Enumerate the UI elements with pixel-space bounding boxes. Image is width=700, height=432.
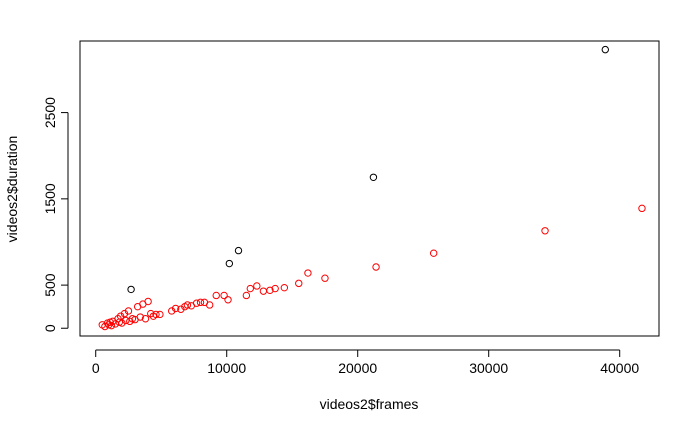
data-point bbox=[212, 291, 220, 300]
data-point bbox=[114, 315, 122, 323]
y-axis: 0 500 1500 2500 bbox=[42, 97, 69, 332]
x-axis-label: videos2$frames bbox=[320, 396, 419, 412]
x-tick-label: 20000 bbox=[338, 360, 377, 376]
data-point bbox=[280, 283, 289, 292]
data-point bbox=[429, 249, 438, 257]
data-point bbox=[152, 310, 160, 319]
data-point bbox=[638, 204, 646, 213]
data-point bbox=[167, 307, 176, 315]
x-tick-label: 40000 bbox=[600, 360, 639, 376]
data-point bbox=[259, 287, 268, 295]
data-point bbox=[171, 304, 180, 313]
plot-frame bbox=[79, 40, 660, 337]
y-tick-label: 1500 bbox=[42, 183, 58, 214]
data-point bbox=[242, 291, 251, 300]
data-point bbox=[192, 299, 201, 307]
data-point bbox=[136, 313, 144, 321]
data-point bbox=[144, 297, 152, 306]
x-tick-label: 0 bbox=[92, 360, 100, 376]
data-point bbox=[107, 321, 116, 330]
x-tick-label: 10000 bbox=[207, 360, 246, 376]
y-axis-label: videos2$duration bbox=[4, 136, 20, 243]
data-point bbox=[122, 316, 130, 325]
data-point bbox=[295, 279, 303, 288]
data-point bbox=[120, 309, 129, 318]
x-tick-label: 30000 bbox=[469, 360, 508, 376]
data-point bbox=[541, 227, 549, 235]
data-point bbox=[601, 45, 609, 54]
data-point bbox=[246, 284, 254, 293]
data-point bbox=[116, 312, 125, 320]
data-point bbox=[304, 269, 312, 277]
data-points bbox=[98, 45, 646, 331]
data-point bbox=[156, 310, 164, 319]
data-point bbox=[147, 309, 155, 318]
data-point bbox=[321, 274, 329, 282]
y-tick-label: 0 bbox=[42, 324, 58, 332]
data-point bbox=[205, 301, 214, 309]
data-point bbox=[372, 263, 380, 271]
data-point bbox=[183, 301, 192, 309]
x-axis: 0 10000 20000 30000 40000 bbox=[92, 349, 639, 376]
data-point bbox=[141, 315, 150, 323]
data-point bbox=[124, 307, 133, 315]
data-point bbox=[225, 259, 234, 268]
data-point bbox=[266, 286, 274, 294]
data-point bbox=[127, 285, 135, 294]
data-point bbox=[118, 319, 126, 327]
data-point bbox=[126, 317, 134, 326]
y-tick-label: 2500 bbox=[42, 97, 58, 128]
data-point bbox=[253, 282, 261, 290]
data-point bbox=[234, 246, 243, 255]
data-point bbox=[271, 284, 279, 293]
data-point bbox=[224, 296, 232, 304]
data-point bbox=[220, 291, 228, 300]
data-point bbox=[196, 298, 205, 307]
data-point bbox=[177, 305, 185, 313]
y-tick-label: 500 bbox=[42, 273, 58, 297]
data-point bbox=[369, 173, 378, 181]
